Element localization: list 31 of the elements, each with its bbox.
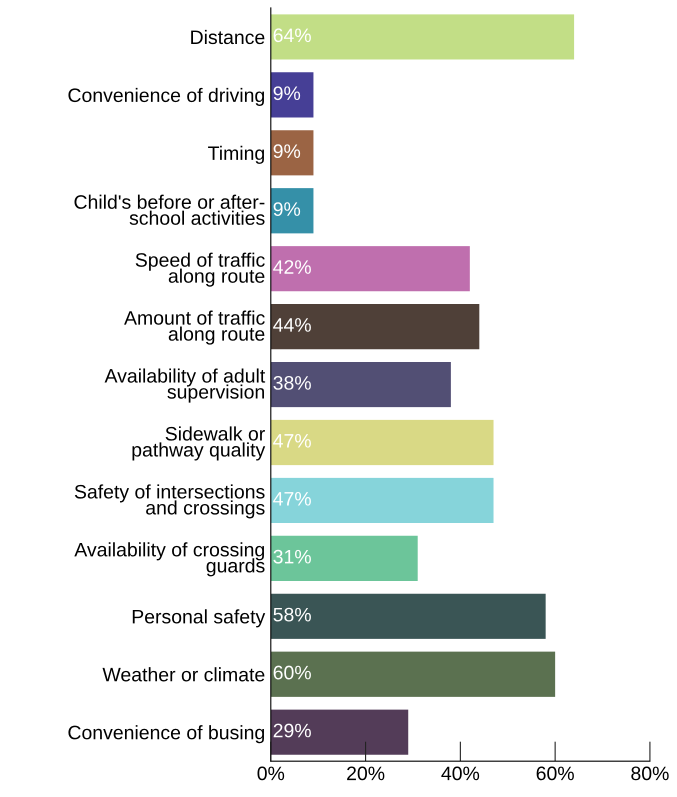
data-label: 44% (273, 318, 311, 332)
data-label: 31% (273, 550, 311, 564)
y-tick-label: Convenience of busing (68, 725, 264, 744)
data-label: 9% (274, 144, 300, 158)
y-tick-label: Weather or climate (102, 667, 264, 682)
data-label: 29% (274, 724, 311, 738)
y-tick-label: Speed of traffic along route (136, 252, 265, 287)
x-tick-label: 60% (536, 766, 574, 780)
data-label: 9% (274, 202, 300, 216)
data-label: 42% (273, 260, 311, 274)
data-label: 60% (274, 666, 311, 680)
x-tick-label: 40% (441, 766, 480, 780)
y-tick-label: Child's before or after- school activities (74, 194, 265, 225)
x-tick-label: 80% (631, 766, 669, 780)
y-tick-label: Convenience of driving (68, 88, 264, 106)
data-label: 38% (273, 376, 311, 390)
y-tick-label: Personal safety (132, 609, 266, 628)
data-label: 64% (274, 28, 311, 42)
data-label: 9% (274, 86, 300, 100)
data-label: 58% (273, 608, 311, 622)
data-label: 47% (273, 434, 311, 448)
y-tick-label: Distance (191, 30, 264, 44)
y-tick-label: Availability of crossing guards (74, 542, 265, 576)
y-tick-label: Amount of traffic along route (124, 310, 265, 345)
y-tick-label: Availability of adult supervision (104, 368, 266, 403)
data-label: 47% (273, 492, 311, 506)
y-tick-label: Timing (208, 146, 264, 164)
y-tick-label: Sidewalk or pathway quality (132, 426, 266, 461)
x-tick-label: 0% (258, 766, 284, 780)
x-tick-label: 20% (347, 766, 384, 780)
y-tick-label: Safety of intersections and crossings (74, 484, 265, 518)
